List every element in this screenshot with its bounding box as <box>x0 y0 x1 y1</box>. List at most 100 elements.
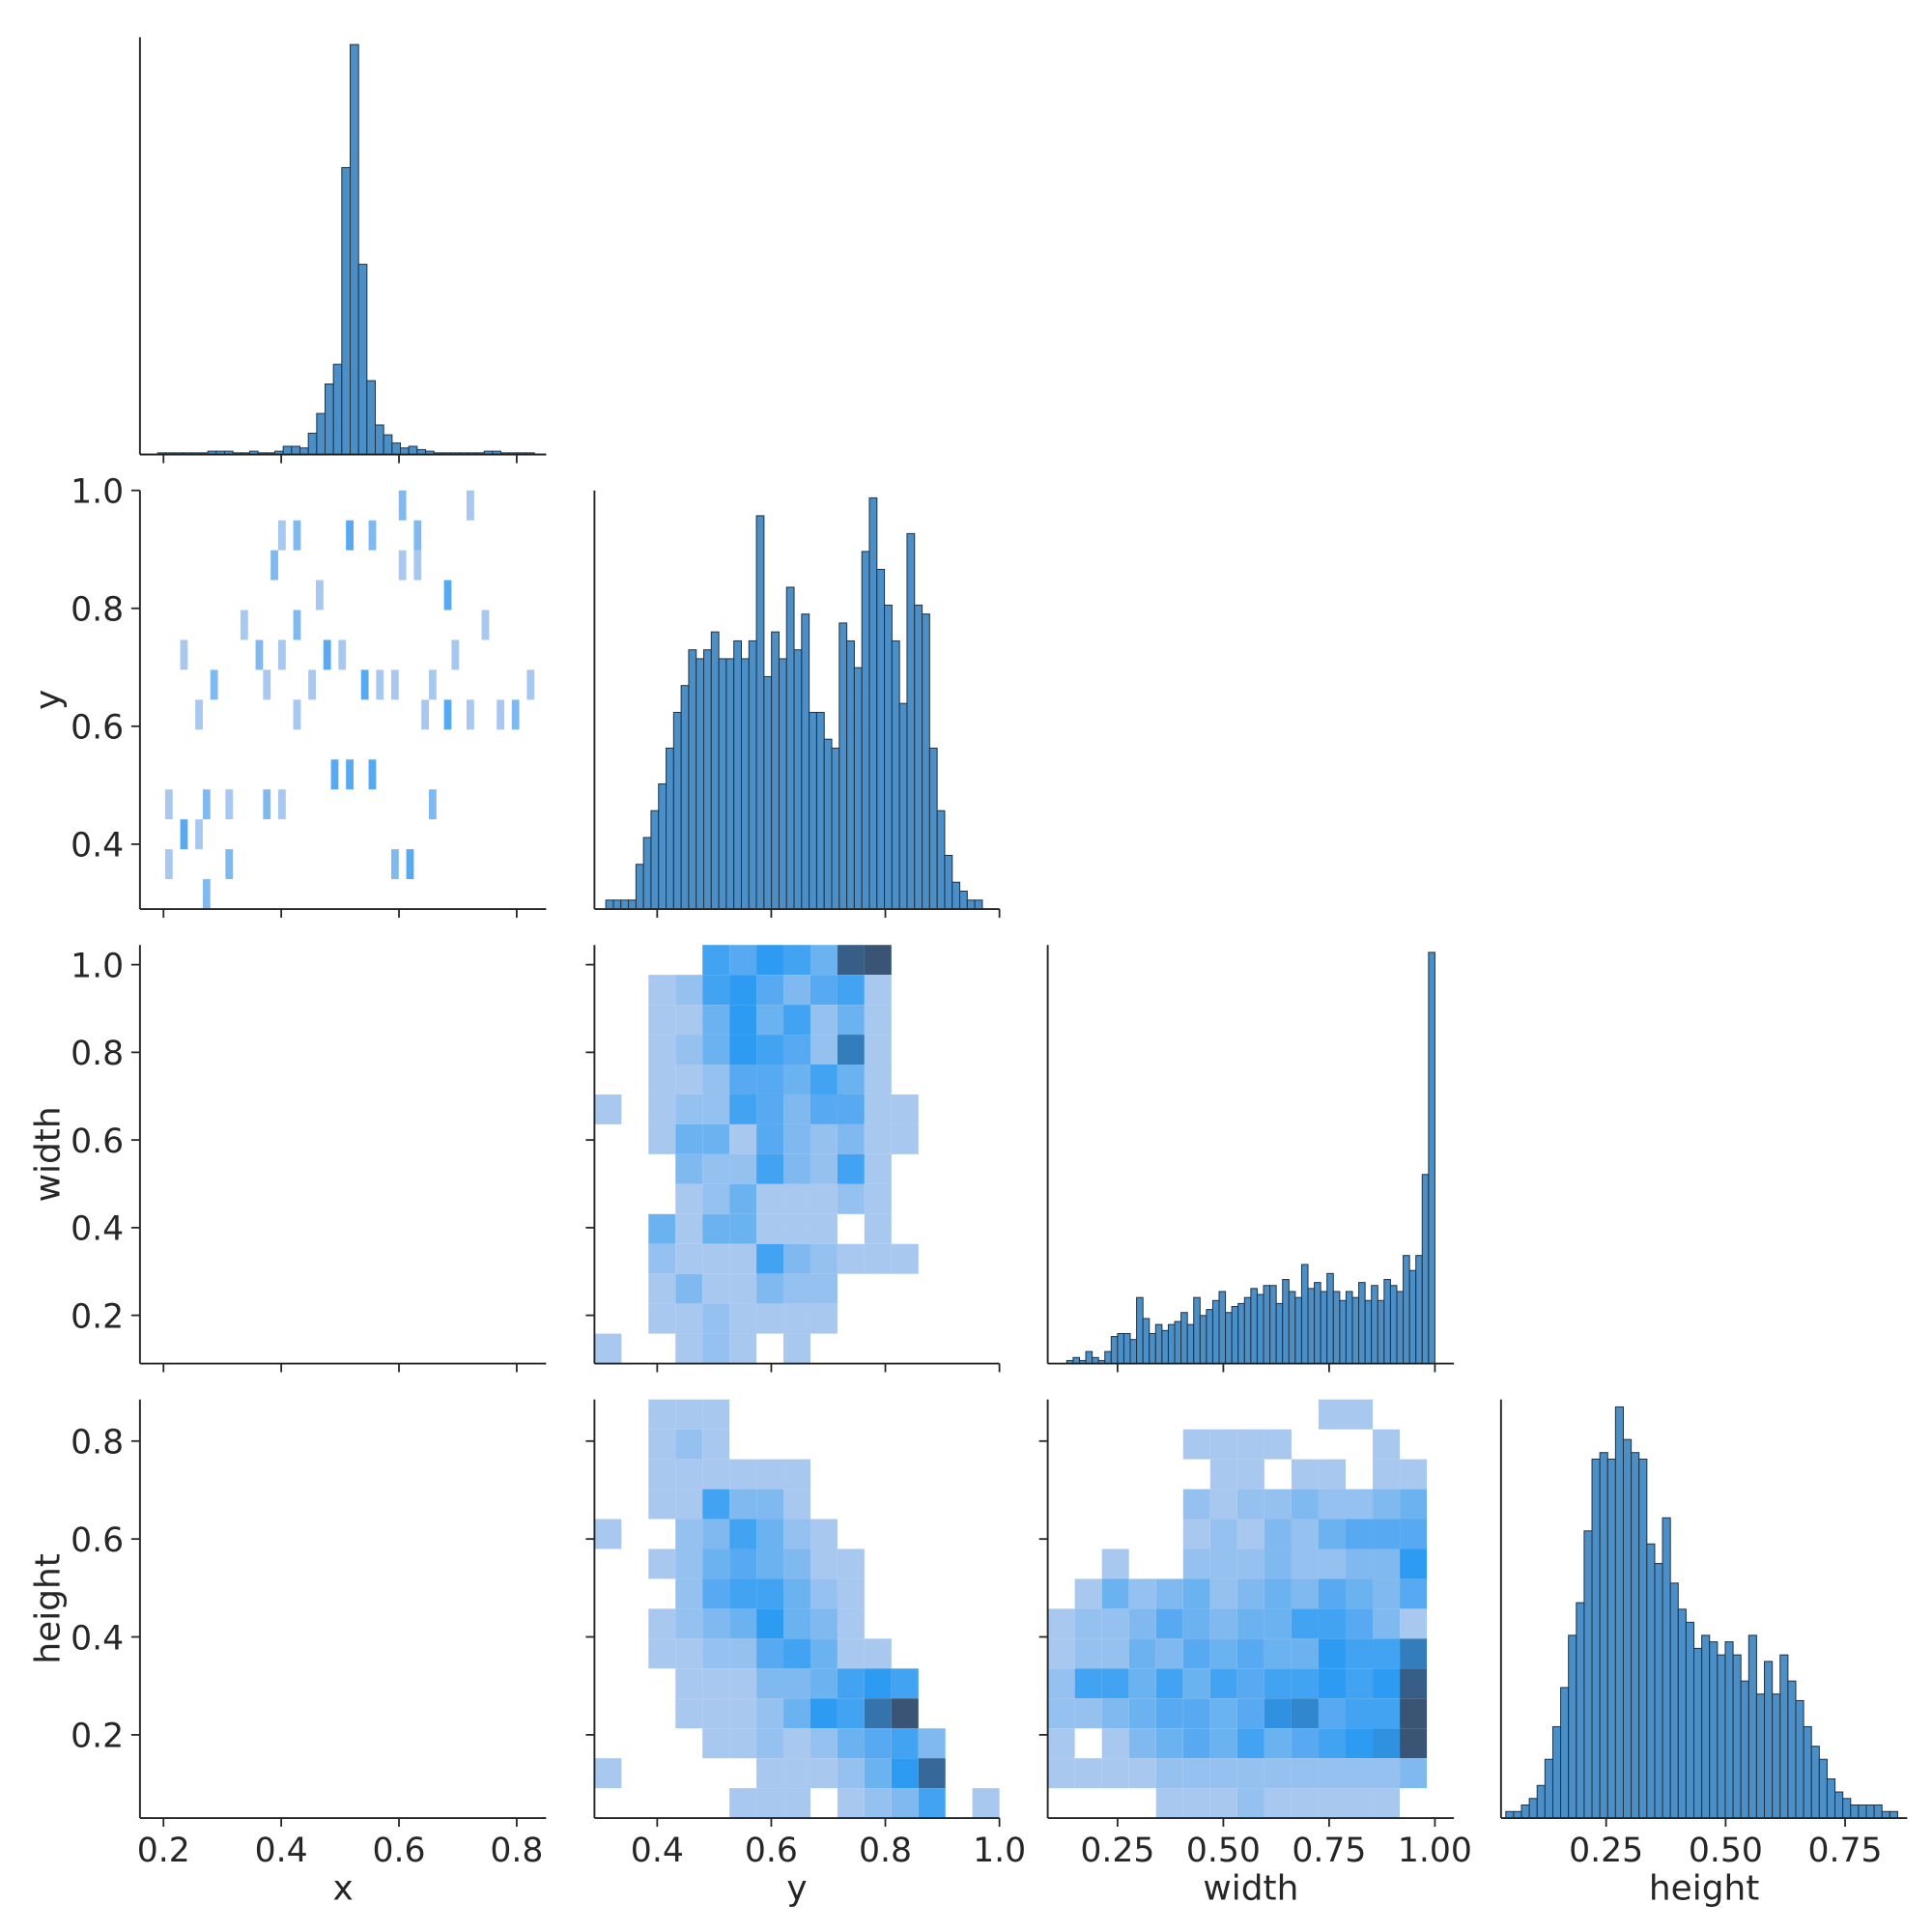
hist2d-cell <box>729 1213 757 1244</box>
hist-bar <box>785 586 795 910</box>
axes-x-x <box>138 37 547 464</box>
hist-bar <box>1136 1296 1144 1365</box>
hist2d-cell <box>1155 1578 1183 1609</box>
axes-x-width: 0.2 0.4 0.6 0.8 1.0 width <box>29 945 547 1373</box>
hist2d-cell <box>972 1788 1000 1819</box>
hist2d-cell <box>783 1243 810 1274</box>
hist-bar <box>291 445 301 456</box>
hist-bar <box>884 604 893 910</box>
hist2d-cell <box>756 1668 784 1699</box>
y-axis-label: height <box>29 1553 69 1663</box>
hist2d-cell <box>1128 1758 1156 1789</box>
hist2d-cell <box>1155 1788 1183 1819</box>
hist-bar <box>906 532 916 910</box>
hist2d-cell <box>346 759 354 790</box>
hist-bar <box>1591 1458 1601 1819</box>
x-tick-label: 0.50 <box>1186 1832 1261 1870</box>
y-axis-label: width <box>29 1106 69 1202</box>
hist2d-cell <box>1236 1578 1264 1609</box>
hist-bar <box>1300 1264 1309 1365</box>
hist2d-cell <box>1345 1758 1374 1789</box>
hist2d-cell <box>180 639 188 670</box>
hist2d-cell <box>756 1698 784 1729</box>
hist-bar <box>1606 1458 1616 1819</box>
hist2d-cell <box>756 1153 784 1184</box>
hist-bar <box>1528 1798 1538 1819</box>
hist2d-cell <box>1318 1638 1346 1669</box>
hist2d-cell <box>675 1608 703 1639</box>
hist-bar <box>1377 1299 1385 1365</box>
hist2d-cell <box>1209 1788 1237 1819</box>
hist2d-cell <box>308 669 316 700</box>
hist2d-cell <box>648 1608 676 1639</box>
panels-layer <box>156 43 1898 1819</box>
hist2d-cell <box>837 1608 865 1639</box>
hist2d-cell <box>783 1608 810 1639</box>
hist2d-cell <box>729 1548 757 1579</box>
hist2d-cell <box>330 759 339 790</box>
hist2d-cell <box>1128 1578 1156 1609</box>
hist-bar <box>1282 1279 1290 1365</box>
diag-histogram-width <box>1065 952 1435 1365</box>
hist-bar <box>1199 1315 1208 1365</box>
hist2d-width-vs-height <box>1047 1399 1428 1819</box>
hist-bar <box>1307 1288 1316 1365</box>
hist-bar <box>853 667 863 910</box>
hist-bar <box>1755 1693 1766 1819</box>
y-tick-label: 0.8 <box>71 1424 124 1463</box>
hist2d-cell <box>864 1243 892 1274</box>
x-axis-label: width <box>1203 1869 1298 1909</box>
hist-bar <box>696 658 705 910</box>
hist2d-cell <box>1373 1608 1401 1639</box>
hist-bar <box>944 854 953 910</box>
hist2d-cell <box>756 1459 784 1490</box>
hist2d-cell <box>864 1668 892 1699</box>
hist2d-cell <box>756 1519 784 1549</box>
hist2d-cell <box>810 1065 838 1094</box>
hist2d-cell <box>1182 1728 1210 1759</box>
hist2d-cell <box>918 1788 946 1819</box>
hist-bar <box>635 864 644 910</box>
hist2d-cell <box>702 1243 730 1274</box>
hist-bar <box>823 738 833 910</box>
y-tick-label: 1.0 <box>71 947 124 985</box>
hist2d-cell <box>756 1213 784 1244</box>
hist-bar <box>1779 1654 1789 1819</box>
hist2d-cell <box>270 550 278 581</box>
hist2d-cell <box>1182 1608 1210 1639</box>
hist2d-cell <box>1400 1728 1428 1759</box>
y-tick-label: 0.4 <box>71 1619 124 1658</box>
hist-bar <box>612 899 622 910</box>
hist-bar <box>1288 1291 1296 1365</box>
hist2d-cell <box>1291 1548 1319 1579</box>
hist2d-cell <box>1400 1489 1428 1520</box>
y-axis-label: y <box>29 690 69 710</box>
hist-bar <box>898 702 908 910</box>
hist2d-cell <box>1345 1668 1374 1699</box>
hist-bar <box>1544 1758 1553 1819</box>
hist2d-cell <box>443 699 452 730</box>
hist-bar <box>1154 1323 1163 1365</box>
hist2d-cell <box>1264 1788 1292 1819</box>
hist2d-cell <box>756 1094 784 1124</box>
hist2d-cell <box>783 1213 810 1244</box>
hist2d-cell <box>1264 1638 1292 1669</box>
hist2d-cell <box>756 1273 784 1304</box>
hist-bar <box>740 658 750 910</box>
hist2d-cell <box>702 1519 730 1549</box>
hist2d-cell <box>864 1183 892 1214</box>
hist2d-cell <box>864 1213 892 1244</box>
hist2d-cell <box>675 1638 703 1669</box>
hist2d-cell <box>729 975 757 1006</box>
hist2d-cell <box>225 849 234 880</box>
hist-bar <box>755 515 765 910</box>
hist2d-cell <box>810 1094 838 1124</box>
hist-bar <box>1842 1798 1852 1819</box>
hist2d-cell <box>1373 1728 1401 1759</box>
hist2d-cell <box>810 1698 838 1729</box>
hist2d-cell <box>1182 1788 1210 1819</box>
hist2d-cell <box>1291 1608 1319 1639</box>
hist2d-cell <box>240 610 248 640</box>
y-tick-label: 0.2 <box>71 1297 124 1336</box>
